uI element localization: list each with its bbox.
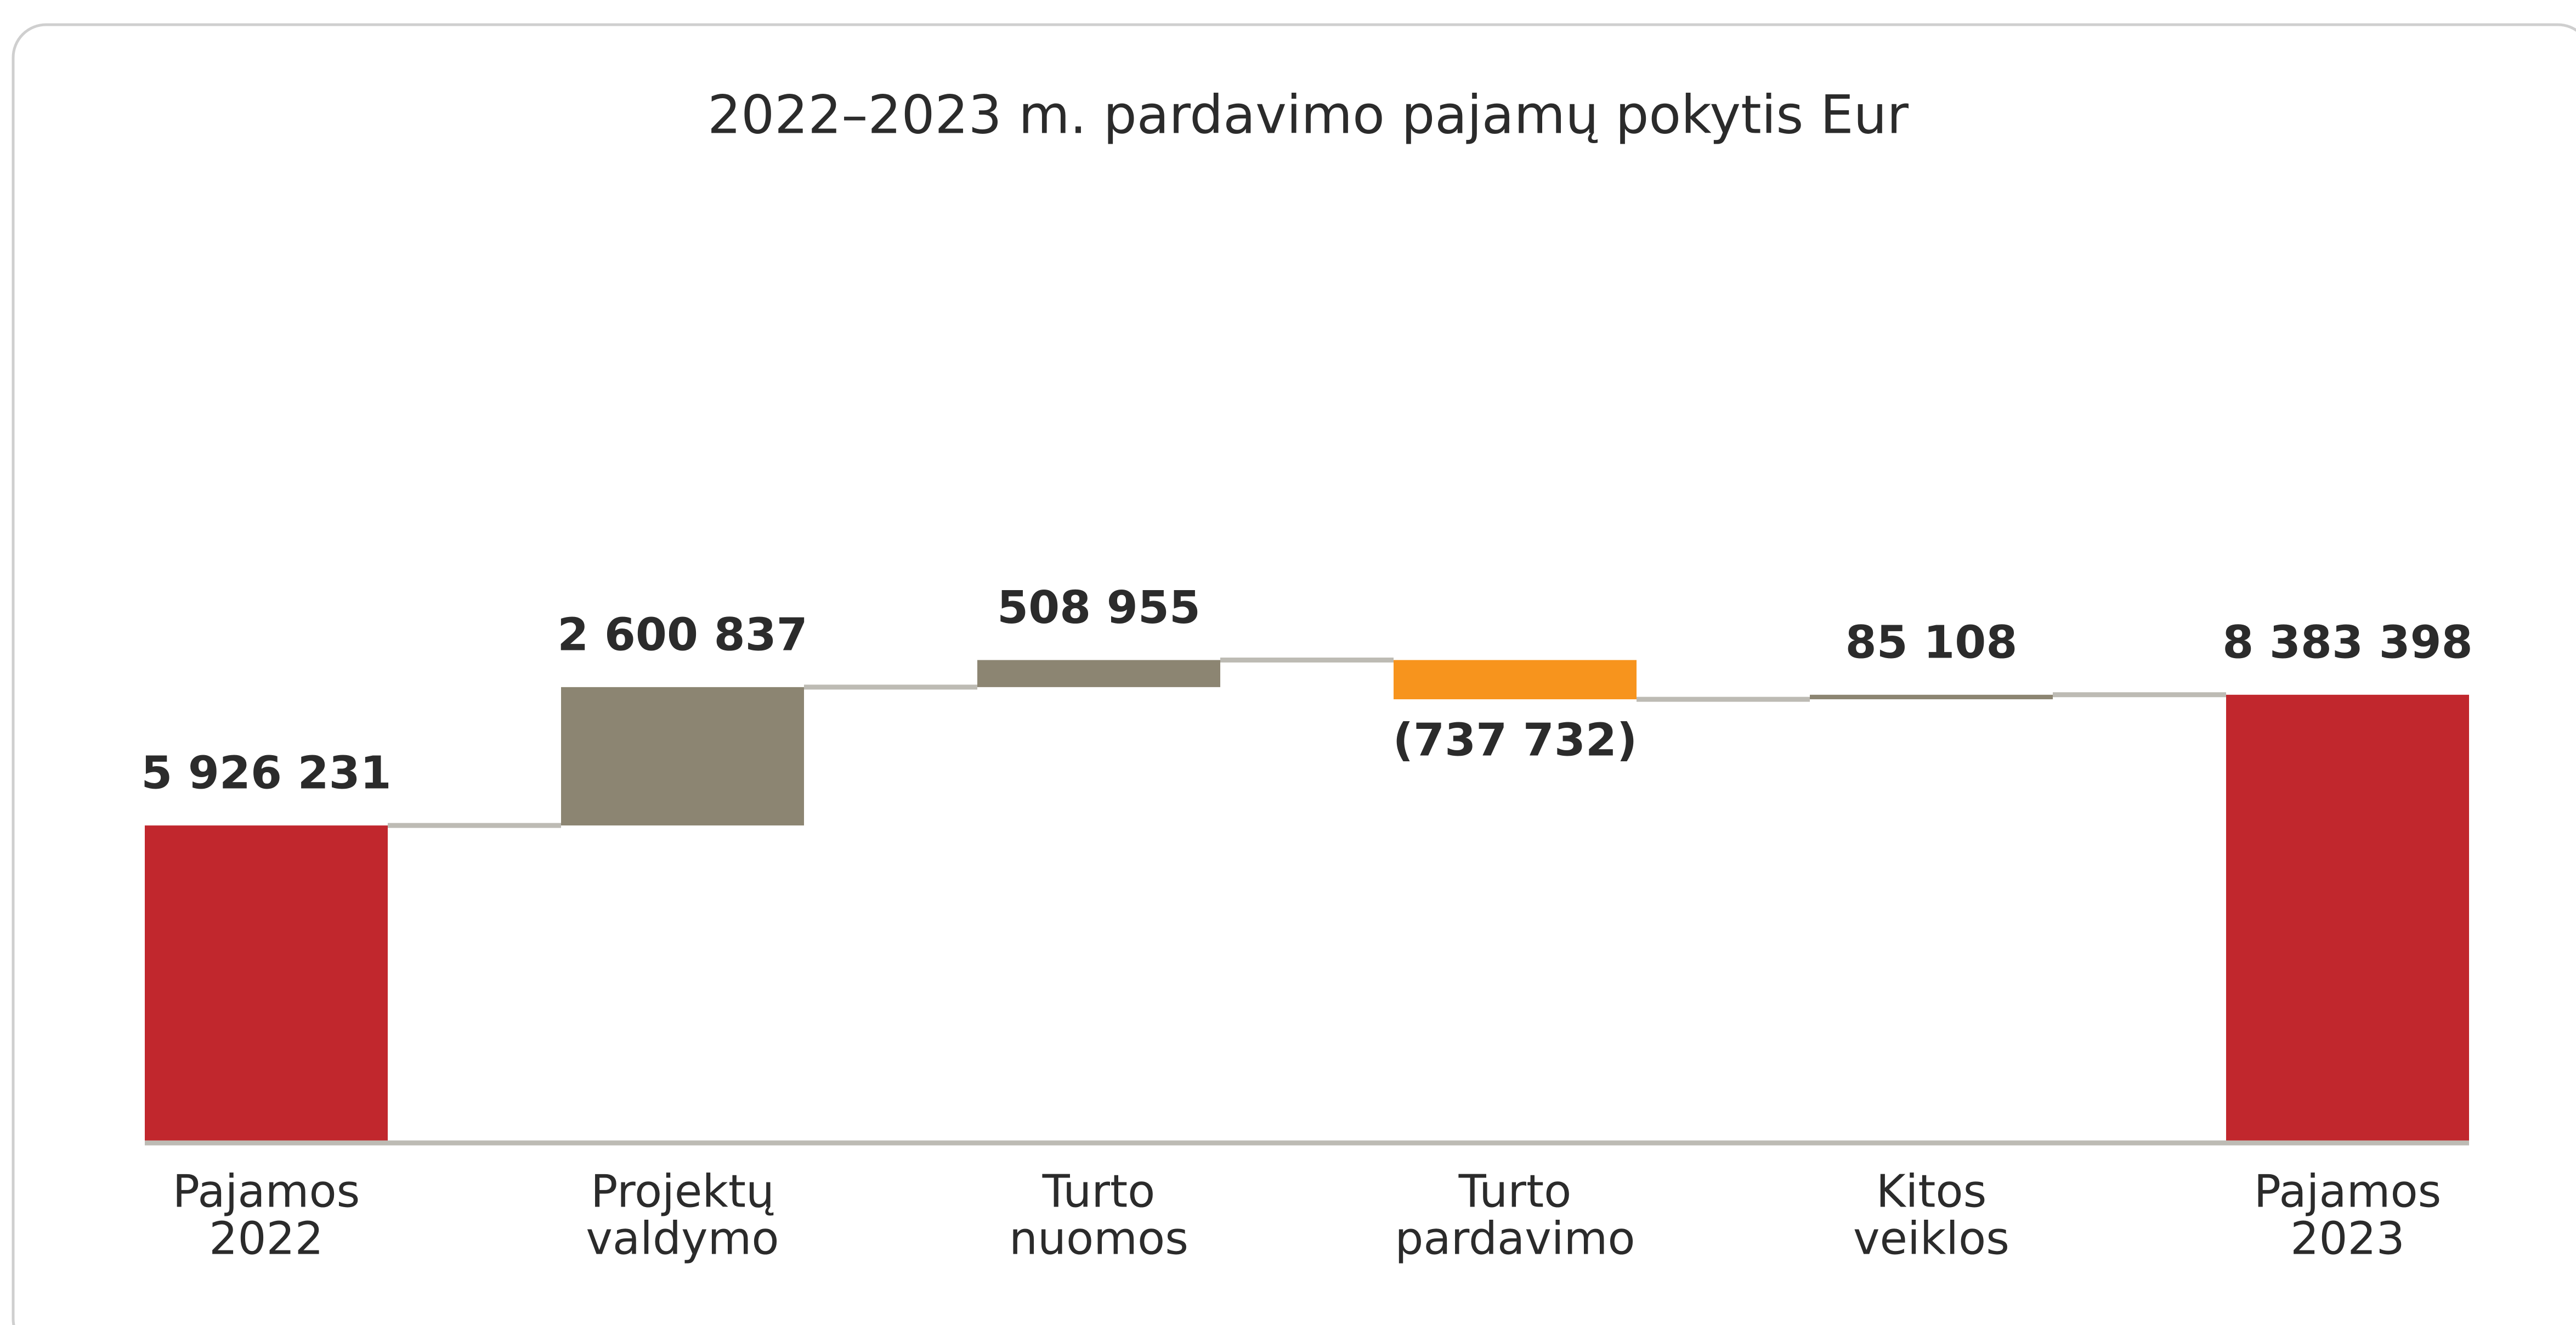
- x-tick-label: 2022: [209, 1213, 324, 1265]
- bar: [1810, 694, 2053, 700]
- bar: [977, 660, 1220, 687]
- x-tick-label: Pajamos: [173, 1165, 360, 1218]
- x-tick-label: Turto: [1458, 1165, 1572, 1218]
- value-label: 5 926 231: [141, 748, 392, 800]
- value-label: (737 732): [1393, 715, 1638, 767]
- x-tick-label: valdymo: [586, 1213, 779, 1265]
- x-tick-label: Kitos: [1876, 1165, 1987, 1218]
- x-tick-label: Projektų: [591, 1165, 774, 1218]
- value-label: 508 955: [997, 582, 1201, 634]
- chart-title: 2022–2023 m. pardavimo pajamų pokytis Eu…: [707, 84, 1909, 145]
- bar: [1394, 660, 1637, 700]
- bar: [561, 687, 804, 826]
- value-label: 8 383 398: [2222, 616, 2473, 669]
- x-tick-label: veiklos: [1853, 1213, 2009, 1265]
- x-tick-label: 2023: [2290, 1213, 2405, 1265]
- card: [12, 23, 2576, 1325]
- value-label: 85 108: [1845, 616, 2018, 669]
- bar: [2226, 694, 2469, 1141]
- bar: [145, 825, 388, 1141]
- x-tick-label: Turto: [1042, 1165, 1156, 1218]
- value-label: 2 600 837: [557, 609, 808, 661]
- x-tick-label: pardavimo: [1395, 1213, 1635, 1265]
- x-tick-label: Pajamos: [2254, 1165, 2442, 1218]
- x-tick-label: nuomos: [1009, 1213, 1188, 1265]
